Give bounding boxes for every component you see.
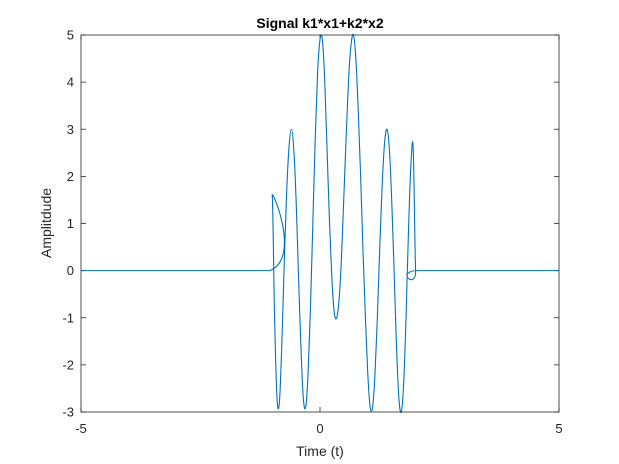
y-tick-label: -1 [62,310,74,325]
x-axis-label: Time (t) [296,443,344,459]
y-tick-label: 0 [67,263,74,278]
axes-box [80,34,560,413]
y-tick-label: -3 [62,405,74,420]
y-tick-label: 2 [67,169,74,184]
y-tick-label: 5 [67,28,74,43]
x-tick-label: 5 [555,421,562,436]
y-tick-label: 4 [67,75,74,90]
y-tick-label: 1 [67,216,74,231]
y-axis-label: Amplitdude [38,188,54,258]
signal-line [81,33,559,414]
plot-area [81,35,559,412]
chart-title: Signal k1*x1+k2*x2 [256,15,383,31]
x-tick-label: -5 [75,421,87,436]
x-tick-label: 0 [316,421,323,436]
y-tick-label: 3 [67,122,74,137]
tick-labels: -5 0 5 -3 -2 -1 0 1 2 3 4 5 [62,28,562,437]
y-tick-label: -2 [62,357,74,372]
